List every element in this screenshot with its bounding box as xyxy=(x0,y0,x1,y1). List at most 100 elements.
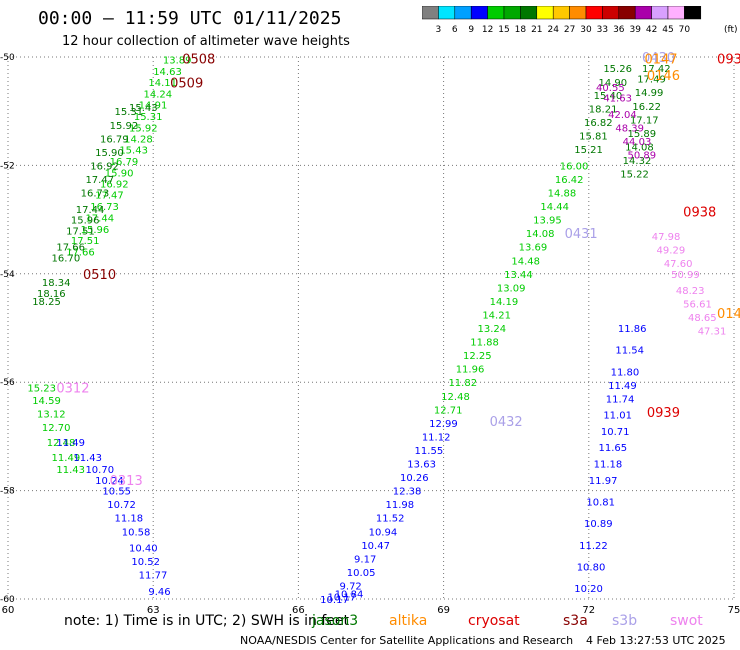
time-label: 0432 xyxy=(490,415,523,430)
swh-value-label: 18.16 xyxy=(37,289,66,300)
swh-value-label: 10.47 xyxy=(361,541,390,552)
y-tick-label: -54 xyxy=(0,270,15,280)
chart-title: 00:00 – 11:59 UTC 01/11/2025 xyxy=(38,8,342,29)
swh-value-label: 16.22 xyxy=(632,102,661,113)
swh-value-label: 14.99 xyxy=(635,88,664,99)
scale-label: 6 xyxy=(452,25,458,35)
generation-timestamp: 4 Feb 13:27:53 UTC 2025 xyxy=(586,634,726,647)
swh-value-label: 14.32 xyxy=(623,156,652,167)
y-tick-label: -60 xyxy=(0,595,15,605)
swh-value-label: 17.49 xyxy=(637,75,666,86)
swh-value-label: 15.92 xyxy=(129,123,158,134)
time-label: 0937 xyxy=(717,53,740,68)
swh-value-label: 10.71 xyxy=(601,427,630,438)
swh-value-label: 14.24 xyxy=(144,89,173,100)
scale-label: 12 xyxy=(482,25,493,35)
swh-value-label: 17.44 xyxy=(76,205,105,216)
swh-value-label: 11.01 xyxy=(603,411,632,422)
swh-value-label: 16.79 xyxy=(100,134,129,145)
footnote: note: 1) Time is in UTC; 2) SWH is in fe… xyxy=(64,613,350,629)
swh-value-label: 15.96 xyxy=(71,216,100,227)
swh-value-label: 42.04 xyxy=(608,110,637,121)
scale-label: 24 xyxy=(547,25,559,35)
swh-value-label: 16.92 xyxy=(100,179,129,190)
time-label: 0509 xyxy=(170,76,203,91)
swh-value-label: 48.65 xyxy=(688,313,717,324)
scale-label: 30 xyxy=(580,25,592,35)
swh-value-label: 11.18 xyxy=(114,514,143,525)
scale-label: 42 xyxy=(646,25,657,35)
swh-value-label: 48.39 xyxy=(615,123,644,134)
swh-value-label: 14.19 xyxy=(490,297,519,308)
swh-value-label: 44.03 xyxy=(623,137,652,148)
track-series: 11.86 11.54 11.80 11.49 11.74 11.01 10.71 11.65… xyxy=(574,324,646,595)
x-tick-label: 63 xyxy=(147,605,160,616)
scale-label: 21 xyxy=(531,25,542,35)
swh-value-label: 12.48 xyxy=(47,438,76,449)
swh-value-label: 15.31 xyxy=(114,107,143,118)
time-label: 0313 xyxy=(110,474,143,489)
swh-value-label: 47.98 xyxy=(652,232,681,243)
swh-value-label: 13.44 xyxy=(504,270,533,281)
time-label: 0431 xyxy=(565,227,598,242)
swh-value-label: 17.47 xyxy=(95,191,124,202)
swh-value-label: 14.08 xyxy=(625,142,654,153)
swh-value-label: 16.00 xyxy=(560,161,589,172)
swh-value-label: 13.69 xyxy=(519,243,548,254)
swh-value-label: 10.80 xyxy=(577,562,606,573)
swh-value-label: 18.34 xyxy=(42,278,71,289)
scale-label: 27 xyxy=(564,25,575,35)
swh-value-label: 50.89 xyxy=(628,151,657,162)
swh-value-label: 10.84 xyxy=(335,590,364,601)
swh-value-label: 17.17 xyxy=(630,115,659,126)
swh-value-label: 10.05 xyxy=(347,568,376,579)
swh-value-label: 13.09 xyxy=(497,283,526,294)
swh-value-label: 10.94 xyxy=(369,527,398,538)
time-label: 0430 xyxy=(642,51,675,66)
swh-value-label: 11.86 xyxy=(618,324,647,335)
swh-value-label: 10.81 xyxy=(586,497,615,508)
swh-value-label: 12.48 xyxy=(441,392,470,403)
swh-value-label: 11.49 xyxy=(52,453,81,464)
swh-value-label: 10.26 xyxy=(400,473,429,484)
swh-value-label: 15.43 xyxy=(129,103,158,114)
swh-value-label: 18.21 xyxy=(589,104,618,115)
swh-value-label: 10.24 xyxy=(95,476,124,487)
swh-value-label: 17.66 xyxy=(66,248,95,259)
satellite-name-swot: swot xyxy=(670,613,703,629)
swh-value-label: 48.23 xyxy=(676,286,705,297)
scale-label: 9 xyxy=(468,25,474,35)
swh-value-label: 15.96 xyxy=(81,225,110,236)
time-label: 0938 xyxy=(683,205,716,220)
time-label: 0939 xyxy=(647,406,680,421)
scale-label: 39 xyxy=(629,25,641,35)
scale-label: 33 xyxy=(597,25,608,35)
swh-value-label: 10.20 xyxy=(574,584,603,595)
x-tick-label: 66 xyxy=(292,605,305,616)
swh-value-label: 17.66 xyxy=(56,243,85,254)
swh-value-label: 15.22 xyxy=(620,170,649,181)
swh-value-label: 9.17 xyxy=(354,554,376,565)
swh-value-label: 14.90 xyxy=(598,78,627,89)
scale-label: 70 xyxy=(679,25,691,35)
swh-value-label: 11.18 xyxy=(594,460,623,471)
swh-value-label: 11.54 xyxy=(615,346,644,357)
swh-value-label: 16.82 xyxy=(584,118,613,129)
scale-swatch xyxy=(684,6,702,20)
swh-value-label: 16.79 xyxy=(110,157,139,168)
swh-value-label: 17.51 xyxy=(71,236,100,247)
swh-value-label: 12.38 xyxy=(393,487,422,498)
scale-unit: (ft) xyxy=(724,25,738,35)
time-label: 0508 xyxy=(182,53,215,68)
swh-value-label: 14.11 xyxy=(148,78,177,89)
swh-value-label: 11.77 xyxy=(139,571,168,582)
time-label: 0147 xyxy=(644,53,677,68)
swh-value-label: 10.17 xyxy=(320,595,349,606)
swh-value-label: 16.73 xyxy=(81,189,110,200)
swh-value-label: 12.99 xyxy=(429,419,458,430)
swh-value-label: 12.71 xyxy=(434,405,463,416)
track-series: 13.8914.6314.1114.2414.9115.3115.9214.28… xyxy=(66,56,191,259)
